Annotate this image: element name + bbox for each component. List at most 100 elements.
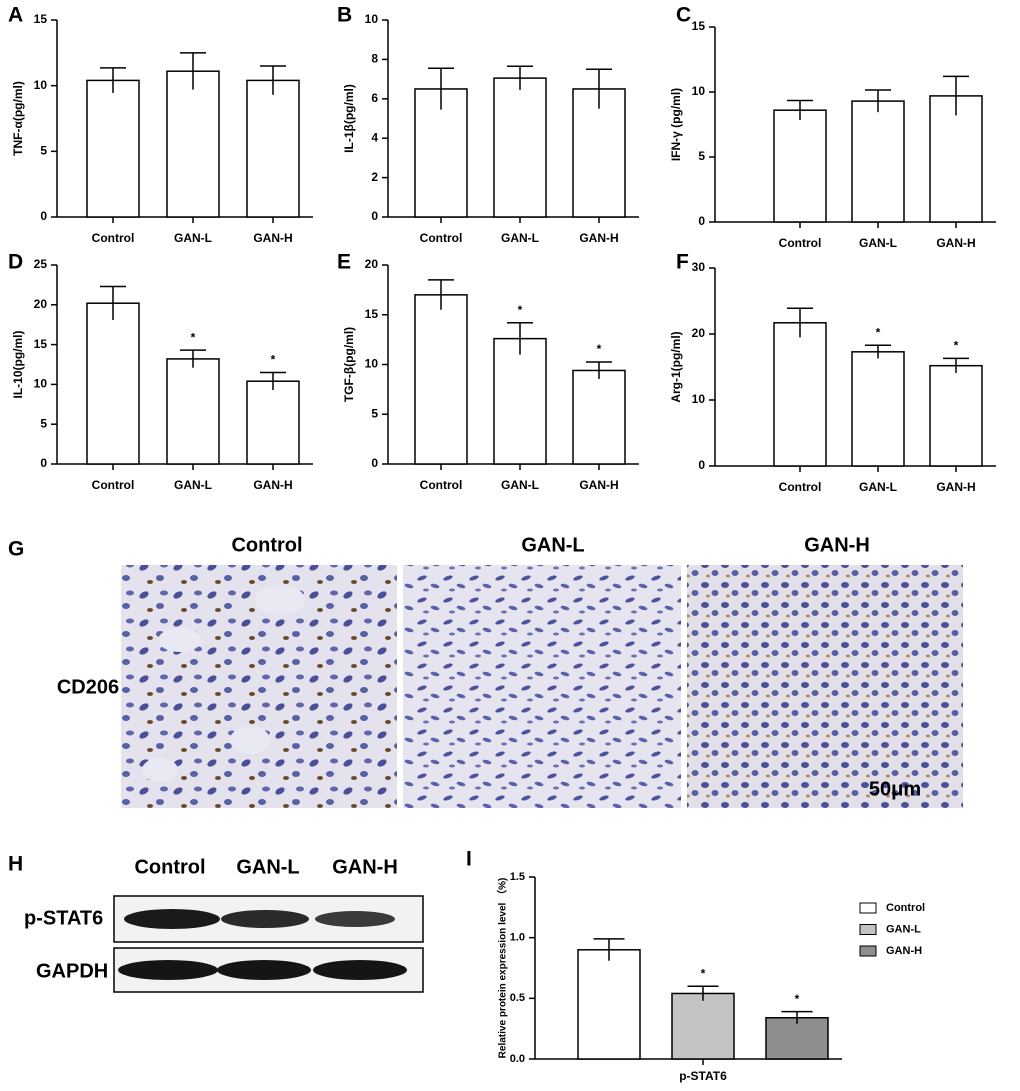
y-tick-label: 0.5	[510, 992, 525, 1004]
x-tick-label: GAN-L	[859, 236, 897, 250]
significance: *	[518, 303, 523, 317]
panel-letter: B	[337, 4, 352, 27]
panel-letter: D	[8, 251, 23, 274]
y-tick-label: 30	[692, 260, 706, 274]
x-tick-label: GAN-L	[174, 231, 212, 245]
y-tick-label: 10	[34, 377, 48, 391]
blot-label: GAPDH	[36, 960, 108, 982]
blot-band	[313, 960, 407, 980]
y-tick-label: 0	[40, 456, 47, 470]
panel-letter: G	[8, 538, 24, 561]
x-tick-label: Control	[92, 478, 135, 492]
column-label: GAN-H	[804, 534, 870, 556]
y-tick-label: 5	[40, 144, 47, 158]
y-tick-label: 0	[371, 456, 378, 470]
y-tick-label: 25	[34, 257, 48, 271]
bar	[572, 369, 626, 465]
scale-bar-label: 50μm	[869, 778, 921, 800]
bar	[246, 79, 300, 218]
y-tick-label: 6	[371, 91, 378, 105]
y-axis-label: IFN-γ (pg/ml)	[669, 88, 683, 161]
blot-band	[124, 909, 220, 929]
y-tick-label: 15	[34, 337, 48, 351]
y-tick-label: 10	[34, 78, 48, 92]
legend-label: GAN-L	[886, 923, 921, 935]
lane-label: GAN-H	[332, 856, 398, 878]
legend-swatch	[859, 924, 877, 935]
significance: *	[191, 330, 196, 344]
bar	[166, 70, 220, 218]
bar	[851, 100, 905, 223]
significance: *	[954, 339, 959, 353]
micrograph-detail	[255, 585, 305, 615]
bar	[765, 1016, 829, 1060]
y-tick-label: 0	[371, 209, 378, 223]
micrograph-detail	[142, 758, 178, 782]
column-label: GAN-L	[521, 534, 584, 556]
y-tick-label: 20	[365, 257, 379, 271]
y-tick-label: 15	[365, 307, 379, 321]
bar	[577, 949, 641, 1060]
significance: *	[271, 353, 276, 367]
blot-band	[221, 910, 309, 928]
y-tick-label: 5	[371, 406, 378, 420]
bar	[246, 380, 300, 465]
bar	[414, 294, 468, 465]
panel-letter: E	[337, 251, 351, 274]
micrograph	[687, 565, 963, 808]
y-tick-label: 1.0	[510, 932, 525, 944]
bar	[671, 992, 735, 1060]
panel-letter: A	[8, 4, 23, 27]
y-tick-label: 10	[365, 357, 379, 371]
y-tick-label: 5	[40, 416, 47, 430]
bar	[493, 77, 547, 218]
y-tick-label: 2	[371, 170, 378, 184]
x-tick-label: GAN-H	[253, 478, 292, 492]
x-tick-label: Control	[420, 231, 463, 245]
row-label: CD206	[57, 676, 119, 698]
blot-label: p-STAT6	[24, 907, 103, 929]
y-axis-label: Relative protein expression level （%)	[496, 878, 509, 1059]
panel-letter: C	[676, 4, 691, 27]
x-tick-label: GAN-L	[501, 231, 539, 245]
x-tick-label: p-STAT6	[679, 1069, 727, 1083]
x-tick-label: GAN-H	[936, 236, 975, 250]
legend-label: GAN-H	[886, 945, 922, 957]
micrograph-detail	[230, 726, 270, 754]
y-tick-label: 10	[692, 84, 706, 98]
x-tick-label: GAN-H	[253, 231, 292, 245]
legend-swatch	[859, 945, 877, 957]
bar	[929, 364, 983, 467]
y-tick-label: 0.0	[510, 1053, 525, 1065]
column-label: Control	[231, 534, 302, 556]
x-tick-label: GAN-L	[501, 478, 539, 492]
y-tick-label: 0	[698, 214, 705, 228]
significance: *	[795, 992, 800, 1006]
bar	[851, 351, 905, 467]
x-tick-label: GAN-L	[174, 478, 212, 492]
y-tick-label: 15	[34, 12, 48, 26]
significance: *	[597, 342, 602, 356]
bar	[86, 79, 140, 218]
y-tick-label: 10	[692, 392, 706, 406]
x-tick-label: GAN-H	[936, 480, 975, 494]
x-tick-label: GAN-H	[579, 231, 618, 245]
y-tick-label: 5	[698, 149, 705, 163]
x-tick-label: GAN-L	[859, 480, 897, 494]
x-tick-label: Control	[92, 231, 135, 245]
significance: *	[701, 966, 706, 980]
panel-letter: F	[676, 251, 689, 274]
y-axis-label: IL-10(pg/ml)	[11, 330, 25, 398]
bar	[166, 358, 220, 465]
legend-swatch	[859, 902, 877, 914]
panel-letter: I	[466, 848, 472, 871]
y-axis-label: TGF-β(pg/ml)	[342, 327, 356, 402]
bar	[773, 322, 827, 467]
x-tick-label: GAN-H	[579, 478, 618, 492]
blot-band	[118, 960, 218, 980]
y-tick-label: 15	[692, 19, 706, 33]
blot-band	[217, 960, 311, 980]
y-tick-label: 1.5	[510, 871, 525, 883]
significance: *	[876, 325, 881, 339]
